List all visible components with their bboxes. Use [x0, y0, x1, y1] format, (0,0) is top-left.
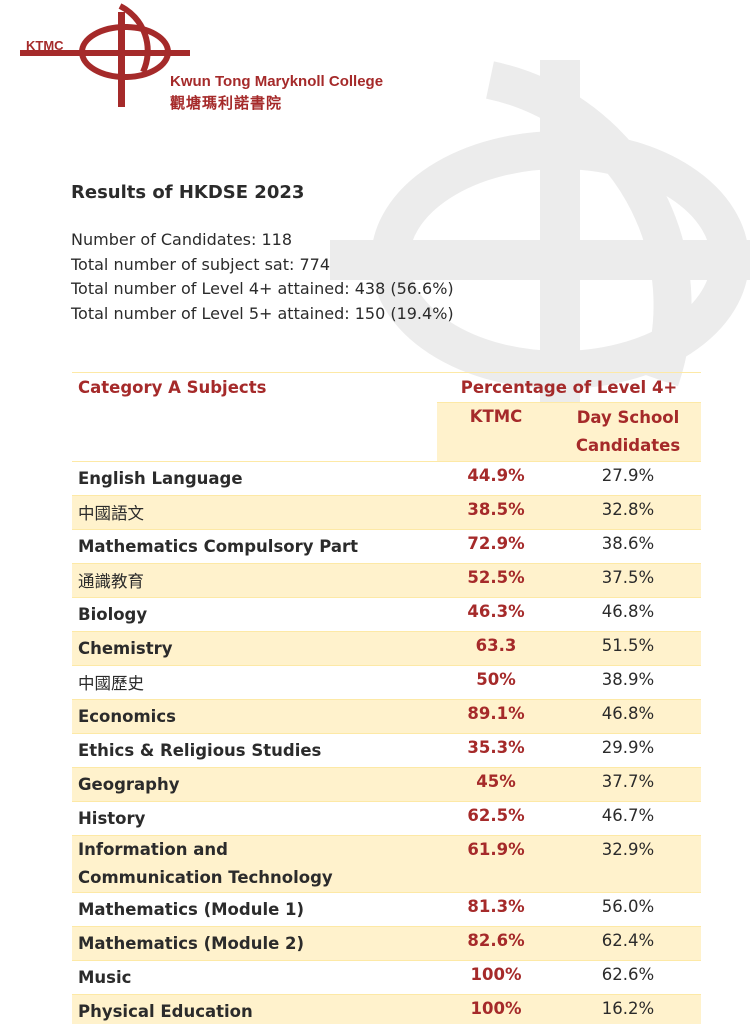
subject-name: 中國語文	[72, 494, 437, 529]
subject-name: Information and Communication Technology	[72, 834, 437, 892]
dsc-percentage: 37.5%	[555, 562, 701, 597]
ktmc-percentage: 82.6%	[437, 925, 555, 960]
subject-name: 通識教育	[72, 562, 437, 597]
table-row: Music 100% 62.6%	[72, 959, 701, 994]
dsc-percentage: 27.9%	[555, 460, 701, 495]
ktmc-percentage: 38.5%	[437, 494, 555, 529]
ktmc-percentage: 72.9%	[437, 528, 555, 563]
results-table: Category A Subjects Percentage of Level …	[72, 372, 701, 1024]
dsc-percentage: 62.6%	[555, 959, 701, 994]
stats: Number of Candidates: 118 Total number o…	[71, 228, 454, 326]
table-row: Economics 89.1% 46.8%	[72, 698, 701, 733]
stat-candidates: Number of Candidates: 118	[71, 230, 293, 249]
subject-name: Mathematics (Module 2)	[72, 925, 437, 960]
table-row: Mathematics (Module 2) 82.6% 62.4%	[72, 925, 701, 960]
table-row: Biology 46.3% 46.8%	[72, 596, 701, 631]
ktmc-percentage: 81.3%	[437, 891, 555, 926]
ktmc-percentage: 63.3	[437, 630, 555, 665]
subject-name: Chemistry	[72, 630, 437, 665]
ktmc-percentage: 89.1%	[437, 698, 555, 733]
dsc-percentage: 37.7%	[555, 766, 701, 801]
dsc-percentage: 32.9%	[555, 834, 701, 892]
stat-subjects-sat: Total number of subject sat: 774	[71, 254, 330, 274]
category-header: Category A Subjects	[72, 372, 437, 403]
dsc-percentage: 16.2%	[555, 993, 701, 1024]
subject-name: Ethics & Religious Studies	[72, 732, 437, 767]
table-row: 通識教育 52.5% 37.5%	[72, 562, 701, 597]
table-row: Physical Education 100% 16.2%	[72, 993, 701, 1024]
table-row: Mathematics (Module 1) 81.3% 56.0%	[72, 891, 701, 926]
ktmc-percentage: 45%	[437, 766, 555, 801]
table-row: Chemistry 63.3 51.5%	[72, 630, 701, 665]
dsc-percentage: 46.8%	[555, 698, 701, 733]
watermark-logo	[330, 60, 750, 420]
col-dsc-header: Day School Candidates	[555, 402, 701, 461]
page-title: Results of HKDSE 2023	[71, 182, 305, 203]
ktmc-percentage: 50%	[437, 664, 555, 699]
school-name: Kwun Tong Maryknoll College	[170, 73, 384, 90]
ktmc-percentage: 46.3%	[437, 596, 555, 631]
table-row: 中國歷史 50% 38.9%	[72, 664, 701, 699]
dsc-percentage: 56.0%	[555, 891, 701, 926]
table-row: Geography 45% 37.7%	[72, 766, 701, 801]
dsc-percentage: 62.4%	[555, 925, 701, 960]
ktmc-percentage: 44.9%	[437, 460, 555, 495]
table-row: Mathematics Compulsory Part 72.9% 38.6%	[72, 528, 701, 563]
subject-name: Biology	[72, 596, 437, 631]
subject-name: Economics	[72, 698, 437, 733]
table-row: History 62.5% 46.7%	[72, 800, 701, 835]
dsc-percentage: 51.5%	[555, 630, 701, 665]
col-ktmc-header: KTMC	[437, 402, 555, 461]
logo-text: KTMC	[26, 38, 64, 53]
subject-name: Mathematics Compulsory Part	[72, 528, 437, 563]
dsc-percentage: 32.8%	[555, 494, 701, 529]
school-logo	[20, 3, 190, 107]
ktmc-percentage: 35.3%	[437, 732, 555, 767]
subject-name: Geography	[72, 766, 437, 801]
table-row: Information and Communication Technology…	[72, 834, 701, 892]
subject-name: Physical Education	[72, 993, 437, 1024]
group-header: Percentage of Level 4+	[437, 372, 701, 403]
table-row: English Language 44.9% 27.9%	[72, 460, 701, 495]
ktmc-percentage: 62.5%	[437, 800, 555, 835]
dsc-percentage: 38.9%	[555, 664, 701, 699]
subject-name: English Language	[72, 460, 437, 495]
ktmc-percentage: 61.9%	[437, 834, 555, 892]
dsc-percentage: 38.6%	[555, 528, 701, 563]
subject-name: Music	[72, 959, 437, 994]
dsc-percentage: 29.9%	[555, 732, 701, 767]
school-name-chinese: 觀塘瑪利諾書院	[170, 95, 283, 112]
dsc-percentage: 46.7%	[555, 800, 701, 835]
ktmc-percentage: 52.5%	[437, 562, 555, 597]
ktmc-percentage: 100%	[437, 993, 555, 1024]
table-row: Ethics & Religious Studies 35.3% 29.9%	[72, 732, 701, 767]
stat-level4: Total number of Level 4+ attained: 438 (…	[71, 279, 454, 298]
stat-level5: Total number of Level 5+ attained: 150 (…	[71, 303, 454, 323]
subject-name: History	[72, 800, 437, 835]
subject-name: 中國歷史	[72, 664, 437, 699]
table-row: 中國語文 38.5% 32.8%	[72, 494, 701, 529]
dsc-percentage: 46.8%	[555, 596, 701, 631]
subject-name: Mathematics (Module 1)	[72, 891, 437, 926]
ktmc-percentage: 100%	[437, 959, 555, 994]
